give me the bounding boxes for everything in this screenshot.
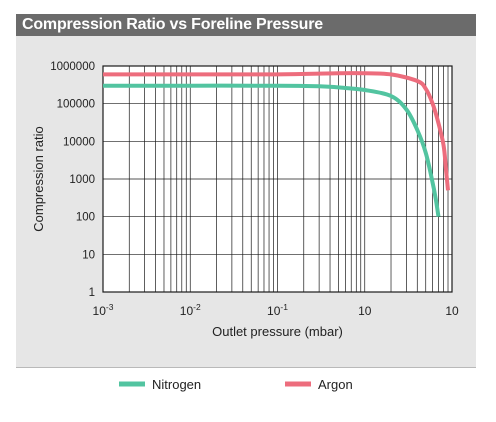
x-tick-label: 10 <box>358 304 372 318</box>
plot-frame <box>102 65 453 293</box>
y-tick-label: 10000 <box>63 136 95 148</box>
y-tick-label: 1000 <box>69 174 95 186</box>
y-tick-label: 1000000 <box>50 61 95 73</box>
x-tick-label: 10-1 <box>267 302 288 318</box>
x-tick-label: 10 <box>445 304 459 318</box>
series-line-argon <box>103 71 450 191</box>
x-tick-label: 10-2 <box>180 302 201 318</box>
y-tick-label: 10 <box>82 249 95 261</box>
y-tick-label: 100 <box>76 212 95 224</box>
legend-label-nitrogen: Nitrogen <box>152 377 201 392</box>
x-tick-label: 10-3 <box>93 302 114 318</box>
x-axis-label: Outlet pressure (mbar) <box>212 324 343 339</box>
title-bar: Compression Ratio vs Foreline Pressure <box>16 14 476 36</box>
y-tick-label: 100000 <box>57 99 95 111</box>
series-line-nitrogen <box>102 83 441 218</box>
legend-band <box>16 367 476 403</box>
y-axis-label: Compression ratio <box>31 126 46 232</box>
legend-label-argon: Argon <box>318 377 353 392</box>
y-tick-label: 1 <box>89 287 95 299</box>
chart-title: Compression Ratio vs Foreline Pressure <box>22 16 323 33</box>
